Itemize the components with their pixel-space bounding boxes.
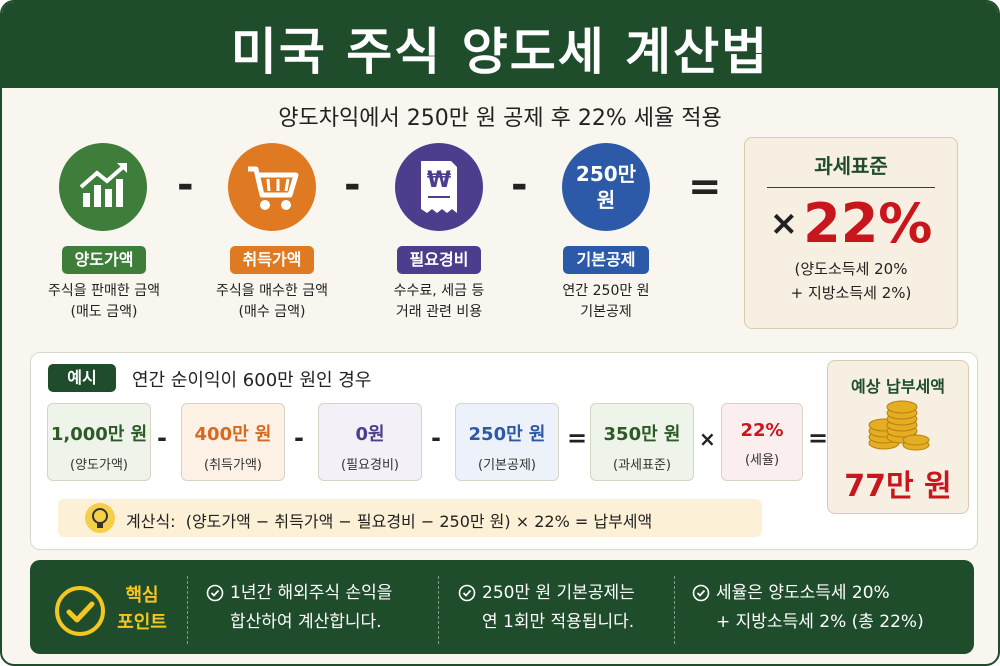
point-line: 250만 원 기본공제는 bbox=[482, 583, 635, 603]
desc-line: 수수료, 세금 등 bbox=[393, 283, 485, 299]
box-value: 400만 원 bbox=[194, 424, 272, 445]
rate-row: × 22% bbox=[745, 192, 957, 255]
icon-text: 250만 bbox=[575, 162, 637, 186]
footer-title: 핵심 포인트 bbox=[114, 582, 170, 636]
result-title: 과세표준 bbox=[814, 154, 888, 178]
desc-line: 주식을 판매한 금액 bbox=[48, 283, 160, 299]
box-value: 250만 원 bbox=[468, 424, 546, 445]
separator bbox=[674, 576, 676, 644]
desc-line: 기본공제 bbox=[580, 304, 632, 320]
tax-amount: 77만 원 bbox=[844, 469, 952, 504]
desc-line: 주식을 매수한 금액 bbox=[216, 283, 328, 299]
box-label: (취득가액) bbox=[204, 458, 262, 473]
divider bbox=[767, 187, 935, 188]
hint-bar: 계산식: (양도가액 − 취득가액 − 필요경비 − 250만 원) × 22%… bbox=[58, 499, 762, 537]
box-value: 22% bbox=[740, 420, 784, 441]
operator: - bbox=[177, 162, 194, 208]
point-line: 1년간 해외주식 손익을 bbox=[230, 583, 393, 603]
icon-text: 원 bbox=[596, 188, 616, 212]
example-tag: 예시 bbox=[48, 364, 116, 392]
item-desc: 주식을 판매한 금액 (매도 금액) bbox=[24, 281, 184, 323]
example-box: 400만 원 (취득가액) bbox=[181, 403, 285, 481]
icon-buy bbox=[228, 143, 316, 231]
box-value: 1,000만 원 bbox=[50, 424, 148, 445]
point-line: 연 1회만 적용됩니다. bbox=[482, 612, 635, 632]
box-label: (필요경비) bbox=[341, 458, 399, 473]
note-line: + 지방소득세 2%) bbox=[790, 284, 912, 302]
box-label: (양도가액) bbox=[70, 458, 128, 473]
title: 미국 주식 양도세 계산법 bbox=[230, 23, 770, 81]
point-text: 세율은 양도소득세 20% + 지방소득세 2% (총 22%) bbox=[716, 579, 924, 637]
desc-line: (매수 금액) bbox=[238, 304, 306, 320]
icon-expense: ₩ bbox=[395, 143, 483, 231]
box-label: (과세표준) bbox=[613, 458, 671, 473]
coins-icon bbox=[868, 400, 930, 451]
subtitle: 양도차익에서 250만 원 공제 후 22% 세율 적용 bbox=[278, 106, 722, 131]
result-title: 예상 납부세액 bbox=[851, 377, 945, 396]
bulb-icon bbox=[85, 503, 115, 533]
cart-icon bbox=[248, 166, 299, 210]
hint-text: 계산식: (양도가액 − 취득가액 − 필요경비 − 250만 원) × 22%… bbox=[126, 512, 653, 531]
point-line: + 지방소득세 2% (총 22%) bbox=[716, 612, 924, 632]
item-label: 필요경비 bbox=[397, 246, 481, 274]
operator: = bbox=[808, 424, 829, 452]
example-box: 350만 원 (과세표준) bbox=[590, 403, 694, 481]
operator: - bbox=[511, 162, 528, 208]
rate-note: (양도소득세 20% + 지방소득세 2%) bbox=[745, 257, 957, 305]
example-box: 0원 (필요경비) bbox=[318, 403, 422, 481]
receipt-icon: ₩ bbox=[421, 161, 457, 213]
item-label: 양도가액 bbox=[62, 246, 146, 274]
item-label: 취득가액 bbox=[230, 246, 314, 274]
icon-deduction: 250만 원 bbox=[562, 143, 650, 231]
header-band bbox=[2, 2, 998, 88]
desc-line: 연간 250만 원 bbox=[562, 283, 650, 299]
check-badge bbox=[55, 586, 105, 636]
chart-icon bbox=[79, 163, 127, 207]
check-icon bbox=[692, 584, 710, 602]
title-line: 핵심 bbox=[125, 585, 159, 606]
separator bbox=[187, 576, 189, 644]
point-line: 합산하여 계산합니다. bbox=[230, 612, 382, 632]
desc-line: 거래 관련 비용 bbox=[395, 304, 483, 320]
example-text: 연간 순이익이 600만 원인 경우 bbox=[132, 370, 372, 391]
multiply-sign: × bbox=[769, 203, 799, 244]
box-value: 350만 원 bbox=[603, 424, 681, 445]
check-icon bbox=[206, 584, 224, 602]
note-line: (양도소득세 20% bbox=[794, 260, 908, 278]
check-icon bbox=[458, 584, 476, 602]
operator: = bbox=[688, 164, 722, 210]
tax-rate: 22% bbox=[803, 192, 933, 255]
example-box: 22% (세율) bbox=[721, 403, 803, 481]
operator: - bbox=[344, 162, 361, 208]
operator: - bbox=[431, 424, 441, 452]
icon-sell bbox=[59, 143, 147, 231]
tax-result-box: 예상 납부세액 77만 원 bbox=[827, 360, 969, 514]
separator bbox=[438, 576, 440, 644]
item-label: 기본공제 bbox=[563, 246, 649, 274]
result-box: 과세표준 × 22% (양도소득세 20% + 지방소득세 2%) bbox=[744, 137, 958, 329]
operator: = bbox=[567, 424, 588, 452]
title-line: 포인트 bbox=[117, 612, 167, 633]
box-label: (세율) bbox=[744, 453, 780, 468]
item-desc: 주식을 매수한 금액 (매수 금액) bbox=[192, 281, 352, 323]
example-box: 1,000만 원 (양도가액) bbox=[47, 403, 151, 481]
point-line: 세율은 양도소득세 20% bbox=[716, 583, 890, 603]
box-label: (기본공제) bbox=[478, 458, 536, 473]
operator: - bbox=[294, 424, 304, 452]
operator: × bbox=[699, 427, 716, 451]
desc-line: (매도 금액) bbox=[70, 304, 138, 320]
currency-symbol: ₩ bbox=[427, 168, 451, 193]
box-value: 0원 bbox=[355, 424, 385, 445]
operator: - bbox=[157, 424, 167, 452]
example-box: 250만 원 (기본공제) bbox=[455, 403, 559, 481]
